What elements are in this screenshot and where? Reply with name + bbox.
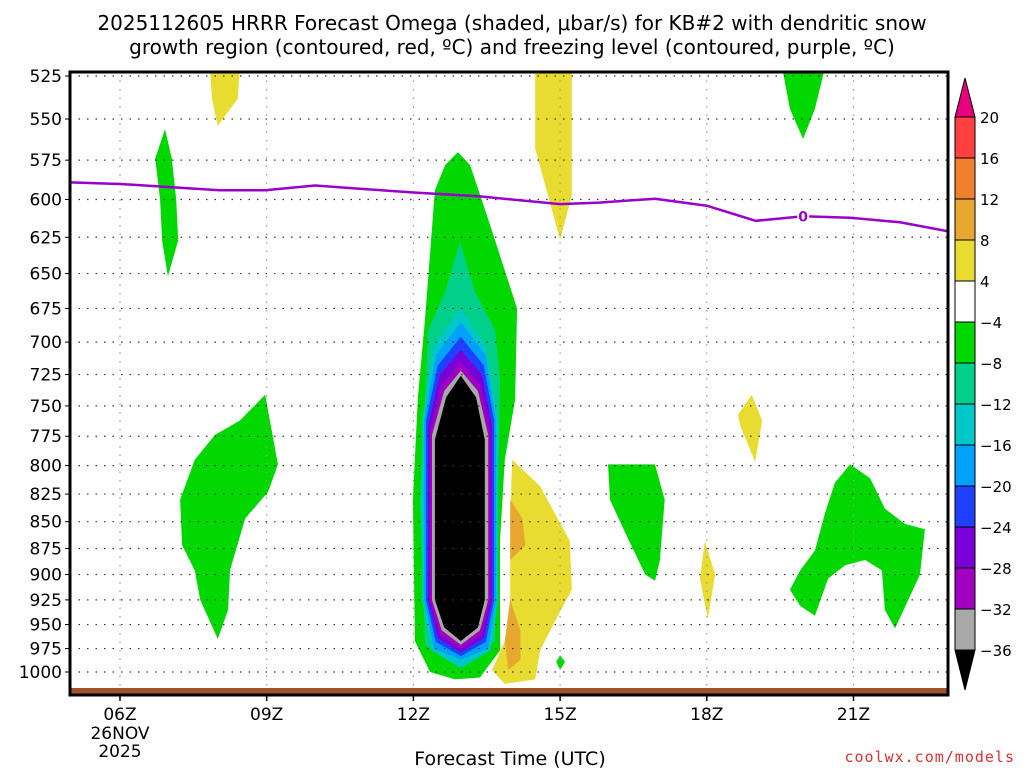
x-tick-label: 06Z [103, 705, 136, 725]
y-tick-label: 625 [30, 228, 62, 248]
y-tick-label: 875 [30, 539, 62, 559]
omega-region [510, 499, 526, 560]
y-tick-label: 600 [30, 191, 62, 211]
colorbar: 20 16 12 8 4 −4 −8 −12 −16 −20 −24 −28 −32 −36 [954, 77, 1012, 691]
omega-region [738, 394, 763, 463]
y-tick-label: 550 [30, 110, 62, 130]
omega-region [700, 541, 716, 619]
colorbar-label: −16 [980, 437, 1012, 455]
plot-frame [68, 70, 950, 697]
freezing-level-line [70, 181, 948, 233]
colorbar-label: 12 [980, 191, 999, 209]
colorbar-segment [954, 239, 976, 282]
chart-title-line1: 2025112605 HRRR Forecast Omega (shaded, … [97, 11, 926, 35]
colorbar-segment [954, 526, 976, 569]
y-tick-label: 850 [30, 513, 62, 533]
colorbar-segment [954, 444, 976, 487]
y-tick-label: 525 [30, 67, 62, 87]
y-tick-label: 700 [30, 333, 62, 353]
y-tick-label: 950 [30, 616, 62, 636]
chart-title-line2: growth region (contoured, red, ºC) and f… [129, 35, 895, 59]
colorbar-label: −12 [980, 396, 1012, 414]
y-tick-label: 675 [30, 299, 62, 319]
y-tick-label: 750 [30, 397, 62, 417]
y-tick-label: 1000 [19, 663, 62, 683]
colorbar-label: −32 [980, 601, 1012, 619]
omega-region [608, 464, 665, 581]
omega-region [783, 72, 824, 139]
omega-region [504, 599, 521, 671]
colorbar-label: 20 [980, 109, 999, 127]
omega-region [434, 375, 485, 641]
colorbar-label: 16 [980, 150, 999, 168]
y-tick-label: 900 [30, 566, 62, 586]
omega-shading [155, 72, 925, 684]
y-tick-label: 925 [30, 591, 62, 611]
colorbar-segment [954, 608, 976, 651]
y-tick-label: 775 [30, 427, 62, 447]
x-tick-label: 15Z [543, 705, 576, 725]
colorbar-segment [954, 567, 976, 610]
colorbar-segment [954, 280, 976, 323]
colorbar-segment [954, 485, 976, 528]
x-tick-label: 21Z [837, 705, 870, 725]
x-tick-year: 2025 [98, 742, 141, 762]
colorbar-segment [954, 362, 976, 405]
ground-bar [70, 688, 948, 695]
y-tick-label: 975 [30, 640, 62, 660]
y-tick-label: 825 [30, 485, 62, 505]
colorbar-label: −8 [980, 355, 1002, 373]
colorbar-label: −24 [980, 519, 1012, 537]
colorbar-segment [954, 198, 976, 241]
colorbar-label: −28 [980, 560, 1012, 578]
omega-region [789, 464, 925, 629]
y-tick-label: 575 [30, 151, 62, 171]
freezing-label-bg [797, 208, 810, 223]
omega-region [556, 655, 565, 671]
colorbar-label: 8 [980, 232, 990, 250]
colorbar-label: −20 [980, 478, 1012, 496]
x-tick-label: 09Z [250, 705, 283, 725]
omega-region [535, 72, 572, 241]
y-axis: 525 550 575 600 625 650 675 700 725 750 775 800 825 8… [19, 67, 70, 683]
colorbar-over-triangle [954, 77, 976, 118]
omega-region [180, 394, 278, 639]
freezing-level-label: 0 [798, 209, 808, 225]
colorbar-segment [954, 157, 976, 200]
colorbar-under-triangle [954, 649, 976, 691]
colorbar-label: −36 [980, 642, 1012, 660]
colorbar-segment [954, 403, 976, 446]
x-tick-label: 18Z [690, 705, 723, 725]
grid-lines [70, 72, 948, 695]
x-tick-label: 12Z [397, 705, 430, 725]
credit-text[interactable]: coolwx.com/models [844, 748, 1015, 766]
y-tick-label: 725 [30, 366, 62, 386]
colorbar-label: 4 [980, 273, 990, 291]
x-axis-label: Forecast Time (UTC) [414, 748, 605, 768]
omega-region [210, 72, 240, 126]
y-tick-label: 800 [30, 457, 62, 477]
omega-region [155, 129, 179, 277]
colorbar-label: −4 [980, 314, 1002, 332]
colorbar-segment [954, 321, 976, 364]
x-tick-date: 26NOV [90, 724, 149, 744]
y-tick-label: 650 [30, 265, 62, 285]
colorbar-segment [954, 116, 976, 159]
freezing-level-contour: 0 [70, 181, 948, 233]
